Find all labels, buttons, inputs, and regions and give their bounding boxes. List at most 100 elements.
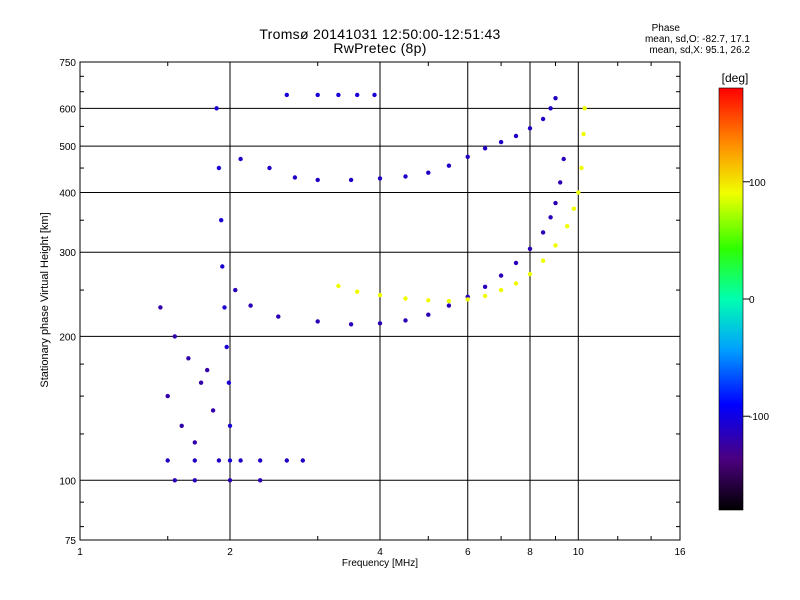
x-tick-label: 8 xyxy=(527,547,533,558)
echo-point xyxy=(216,458,222,463)
echo-point xyxy=(226,380,232,385)
echo-point xyxy=(315,177,320,183)
echo-point xyxy=(498,139,504,145)
x-tick-label: 16 xyxy=(674,547,686,558)
x-tick-label: 2 xyxy=(227,547,233,558)
echo-point xyxy=(292,175,298,180)
echo-point xyxy=(482,284,488,289)
echo-point xyxy=(222,305,227,310)
echo-point xyxy=(210,408,216,413)
y-tick-label: 300 xyxy=(59,248,76,259)
echo-point xyxy=(527,271,533,277)
echo-point xyxy=(527,246,533,251)
echo-point xyxy=(216,165,222,171)
echo-point xyxy=(579,165,584,171)
echo-point xyxy=(446,298,452,304)
echo-point xyxy=(576,190,581,195)
echo-point xyxy=(558,180,563,185)
colorbar-unit-label: [deg] xyxy=(722,71,749,85)
echo-point xyxy=(192,478,197,483)
echo-point xyxy=(513,281,519,286)
phase-stats-o: mean, sd,O: -82.7, 17.1 xyxy=(644,34,750,45)
echo-point xyxy=(377,292,383,298)
echo-point xyxy=(224,344,229,350)
grid-lines xyxy=(80,62,680,540)
echo-point xyxy=(348,177,354,183)
echo-point xyxy=(165,458,170,463)
echo-point xyxy=(220,264,225,269)
echo-point xyxy=(581,131,586,137)
echo-point xyxy=(198,380,204,385)
echo-point xyxy=(267,165,272,171)
echo-point xyxy=(238,458,243,463)
echo-point xyxy=(553,200,558,206)
echo-point xyxy=(426,298,431,303)
x-axis-label: Frequency [MHz] xyxy=(342,558,418,569)
echo-point xyxy=(248,303,253,308)
plot-frame xyxy=(79,61,681,541)
echo-point xyxy=(258,478,263,483)
y-tick-label: 500 xyxy=(59,142,76,153)
echo-point xyxy=(446,163,452,168)
echo-point xyxy=(548,106,553,111)
echo-point xyxy=(465,154,470,159)
echo-point xyxy=(348,322,354,327)
y-tick-label: 75 xyxy=(65,536,77,547)
colorbar-tick-label: -100 xyxy=(749,412,769,423)
echo-point xyxy=(300,458,305,463)
echo-point xyxy=(158,305,163,310)
echo-point xyxy=(315,92,320,98)
echo-point xyxy=(403,296,408,301)
echo-point xyxy=(227,478,233,483)
y-tick-label: 400 xyxy=(59,188,76,199)
echo-point xyxy=(227,458,233,463)
echo-point xyxy=(498,287,504,293)
echo-point xyxy=(227,423,233,428)
x-tick-label: 10 xyxy=(573,547,585,558)
echo-point xyxy=(315,319,320,324)
echo-point xyxy=(513,260,519,266)
echo-point xyxy=(527,126,533,131)
echo-point xyxy=(540,116,546,122)
chart-title: Tromsø 20141031 12:50:00-12:51:43 xyxy=(259,26,501,42)
echo-point xyxy=(571,206,577,211)
echo-point xyxy=(355,289,360,294)
echo-point xyxy=(482,293,488,299)
echo-point xyxy=(403,174,408,179)
echo-point xyxy=(192,458,197,463)
echo-point xyxy=(498,273,504,278)
echo-point xyxy=(446,303,452,308)
echo-point xyxy=(582,106,587,111)
echo-point xyxy=(205,367,210,373)
echo-point xyxy=(214,106,219,111)
echo-point xyxy=(565,224,570,229)
y-tick-label: 600 xyxy=(59,104,76,115)
y-tick-label: 750 xyxy=(59,58,76,69)
axis-ticks: 1 2 4 6 8 10 16 75 100 200 300 400 500 600 750 xyxy=(59,58,686,558)
echo-point xyxy=(482,146,488,151)
x-tick-label: 1 xyxy=(77,547,83,558)
echo-point xyxy=(372,92,377,98)
y-tick-label: 100 xyxy=(59,476,76,487)
echo-point xyxy=(336,283,341,289)
echo-point xyxy=(540,258,546,263)
colorbar xyxy=(718,87,744,511)
echo-point xyxy=(426,170,431,175)
echo-point xyxy=(238,156,243,162)
phase-stats-title: Phase xyxy=(651,23,680,34)
echo-point xyxy=(377,321,383,326)
echo-point xyxy=(276,314,281,319)
echo-point xyxy=(553,243,558,248)
echo-point xyxy=(403,318,408,323)
echo-point xyxy=(355,92,360,98)
colorbar-tick-label: 100 xyxy=(749,178,766,189)
echo-point xyxy=(284,458,289,463)
echo-point xyxy=(172,478,177,483)
echo-point xyxy=(540,230,546,235)
echo-point xyxy=(561,156,566,162)
echo-point xyxy=(548,215,553,220)
echo-point xyxy=(172,334,177,339)
x-tick-label: 4 xyxy=(377,547,383,558)
echo-point xyxy=(165,393,170,399)
